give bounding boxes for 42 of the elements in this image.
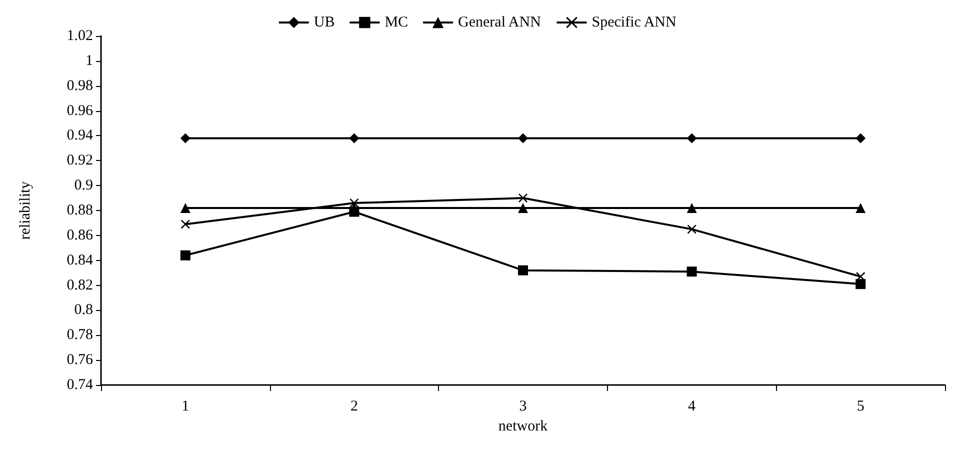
y-tick-label: 1 [86,52,93,69]
y-tick-label: 0.84 [66,252,94,268]
x-tick-label: 5 [856,398,864,414]
point [686,133,697,144]
y-tick-label: 0.9 [74,178,93,194]
y-tick-label: 0.76 [66,352,94,368]
point [686,266,697,277]
point [180,203,190,214]
point [856,203,866,214]
y-tick-label: 0.88 [66,202,93,218]
y-tick-label: 0.78 [66,327,93,344]
y-tick-label: 0.86 [66,227,94,244]
legend-label: UB [314,14,335,30]
point [349,133,360,144]
point [856,133,866,144]
x-tick-label: 1 [182,398,190,414]
point [350,198,359,208]
x-tick-label: 2 [350,398,358,414]
y-tick-label: 0.94 [66,128,94,144]
y-tick-label: 0.96 [66,102,94,119]
x-tick-label: 3 [519,398,527,414]
y-tick-label: 0.74 [66,377,94,393]
point [856,279,866,290]
y-tick-label: 1.02 [66,28,93,44]
point [518,203,528,214]
x-tick-label: 4 [688,398,696,414]
y-tick-label: 0.98 [66,78,93,94]
legend-label: MC [384,14,408,30]
legend-label: Specific ANN [592,14,676,30]
y-tick-label: 0.8 [74,302,93,318]
x-axis-title: network [498,418,548,434]
point [180,133,190,144]
point [686,203,697,214]
point [518,265,528,276]
y-tick-label: 0.92 [66,152,93,169]
y-tick-label: 0.82 [66,277,93,294]
legend-label: General ANN [458,14,542,30]
point [518,133,528,144]
point [180,220,190,229]
point [687,224,696,234]
point [180,250,190,260]
y-axis-title: reliability [18,180,34,240]
